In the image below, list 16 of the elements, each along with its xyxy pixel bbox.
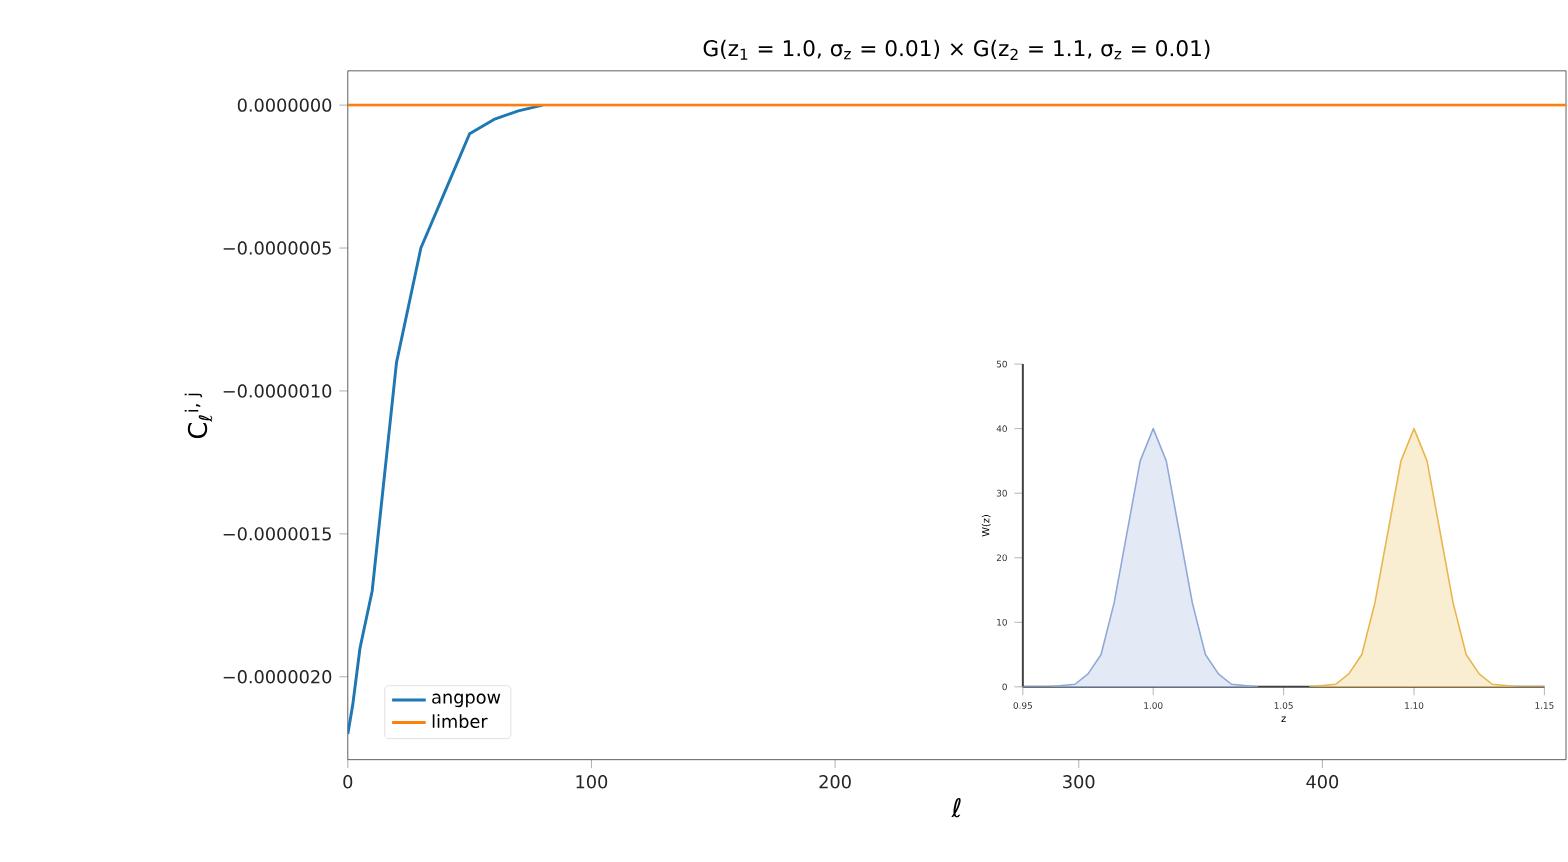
y-axis-title: C$_{ℓ}$i, j [184,393,213,439]
legend-label: angpow [432,693,501,708]
y-tick-label: −0.0000015 [223,527,331,541]
x-tick-label: 200 [819,775,851,789]
y-tick-label: −0.0000020 [223,670,332,684]
y-tick-label: −0.0000005 [223,241,331,255]
y-tick-label: 0.0000000 [237,98,332,112]
legend-label: limber [432,714,488,729]
chart-title: G(z$_{1}$ = 1.0, σ$_{z}$ = 0.01) × G(z$_{2}$ = 1.1, σ$_{z}$ = 0.01) [703,39,1210,60]
x-axis-title: ℓ [951,797,961,818]
y-tick-label: −0.0000010 [223,384,332,398]
line-series [347,103,545,736]
x-tick-label: 100 [576,775,608,789]
x-tick-label: 300 [1063,775,1095,789]
x-tick-label: 400 [1306,775,1339,789]
x-tick-label: 0 [343,775,353,789]
